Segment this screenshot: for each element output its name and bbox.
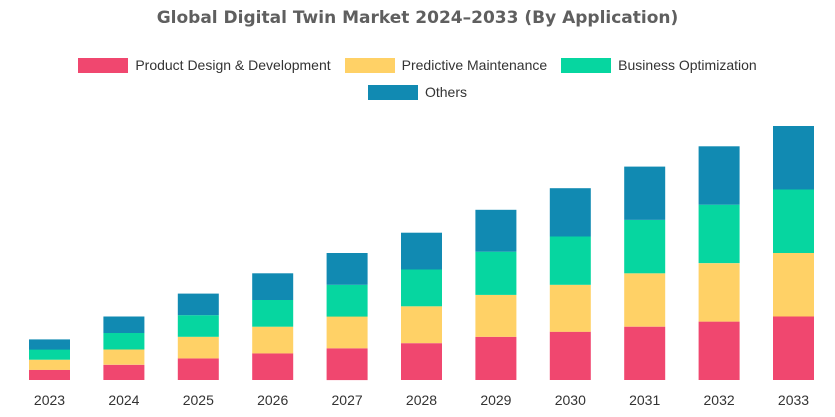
legend: Product Design & Development Predictive … [0, 57, 835, 73]
bar-2028-product-design-development[interactable] [401, 343, 442, 380]
bar-2024-others[interactable] [103, 316, 145, 334]
bar-2029-predictive-maintenance[interactable] [475, 294, 517, 337]
bar-2029-product-design-development[interactable] [475, 336, 517, 380]
bar-2026-others[interactable] [252, 273, 294, 300]
bar-2031-others[interactable] [624, 166, 666, 220]
legend-item-business-optimization[interactable]: Business Optimization [561, 57, 757, 73]
bar-2028-business-optimization[interactable] [401, 269, 442, 307]
bar-2024-product-design-development[interactable] [103, 364, 145, 380]
bar-2026-predictive-maintenance[interactable] [252, 326, 294, 354]
x-tick-label-2031: 2031 [629, 392, 660, 408]
bar-2030-others[interactable] [549, 188, 591, 237]
x-tick-label-2033: 2033 [778, 392, 809, 408]
bar-2025-predictive-maintenance[interactable] [177, 336, 219, 359]
x-tick-label-2026: 2026 [257, 392, 288, 408]
legend-item-others[interactable]: Others [367, 84, 467, 100]
x-tick-label-2024: 2024 [108, 392, 139, 408]
bar-2032-predictive-maintenance[interactable] [698, 263, 740, 322]
legend-second-row: Others [0, 84, 835, 100]
bar-2026-product-design-development[interactable] [252, 353, 294, 380]
bar-2023-predictive-maintenance[interactable] [29, 359, 70, 370]
legend-swatch-business-optimization [561, 57, 612, 73]
bar-2026-business-optimization[interactable] [252, 300, 294, 327]
legend-swatch-product-design [78, 57, 129, 73]
x-tick-label-2027: 2027 [332, 392, 363, 408]
x-tick-label-2023: 2023 [34, 392, 65, 408]
bar-2027-product-design-development[interactable] [326, 348, 368, 381]
x-tick-label-2032: 2032 [704, 392, 735, 408]
bar-2030-product-design-development[interactable] [549, 331, 591, 380]
bar-2025-business-optimization[interactable] [177, 315, 219, 337]
bar-2028-others[interactable] [401, 232, 442, 270]
bar-2023-others[interactable] [29, 339, 70, 350]
x-tick-label-2030: 2030 [555, 392, 586, 408]
bar-2025-product-design-development[interactable] [177, 358, 219, 380]
legend-item-product-design[interactable]: Product Design & Development [78, 57, 331, 73]
bar-2033-business-optimization[interactable] [773, 189, 814, 254]
legend-label-others: Others [424, 84, 467, 100]
bar-2031-predictive-maintenance[interactable] [624, 273, 666, 327]
bar-2029-business-optimization[interactable] [475, 251, 517, 295]
bar-2030-predictive-maintenance[interactable] [549, 284, 591, 332]
legend-label-predictive-maintenance: Predictive Maintenance [401, 57, 548, 73]
bar-2027-predictive-maintenance[interactable] [326, 316, 368, 349]
bar-2023-business-optimization[interactable] [29, 349, 70, 360]
x-tick-label-2028: 2028 [406, 392, 437, 408]
legend-label-business-optimization: Business Optimization [618, 57, 757, 73]
legend-label-product-design: Product Design & Development [135, 57, 331, 73]
bar-2031-business-optimization[interactable] [624, 220, 666, 274]
bar-2033-predictive-maintenance[interactable] [773, 253, 814, 317]
bar-2027-others[interactable] [326, 253, 368, 285]
bar-2024-predictive-maintenance[interactable] [103, 349, 145, 365]
legend-swatch-predictive-maintenance [344, 57, 395, 73]
bar-2025-others[interactable] [177, 293, 219, 316]
bar-2033-others[interactable] [773, 126, 814, 190]
bar-2030-business-optimization[interactable] [549, 236, 591, 285]
legend-swatch-others [367, 84, 418, 100]
bar-2032-product-design-development[interactable] [698, 321, 740, 380]
bar-2024-business-optimization[interactable] [103, 333, 145, 350]
x-tick-label-2029: 2029 [480, 392, 511, 408]
chart-title: Global Digital Twin Market 2024–2033 (By… [156, 8, 679, 28]
x-tick-label-2025: 2025 [183, 392, 214, 408]
bar-2033-product-design-development[interactable] [773, 316, 814, 381]
bar-2027-business-optimization[interactable] [326, 284, 368, 317]
legend-item-predictive-maintenance[interactable]: Predictive Maintenance [344, 57, 548, 73]
bar-2032-business-optimization[interactable] [698, 204, 740, 264]
bar-2028-predictive-maintenance[interactable] [401, 306, 442, 344]
bar-2031-product-design-development[interactable] [624, 326, 666, 380]
bar-2023-product-design-development[interactable] [29, 369, 70, 380]
bar-2029-others[interactable] [475, 209, 517, 252]
bar-2032-others[interactable] [698, 146, 740, 205]
